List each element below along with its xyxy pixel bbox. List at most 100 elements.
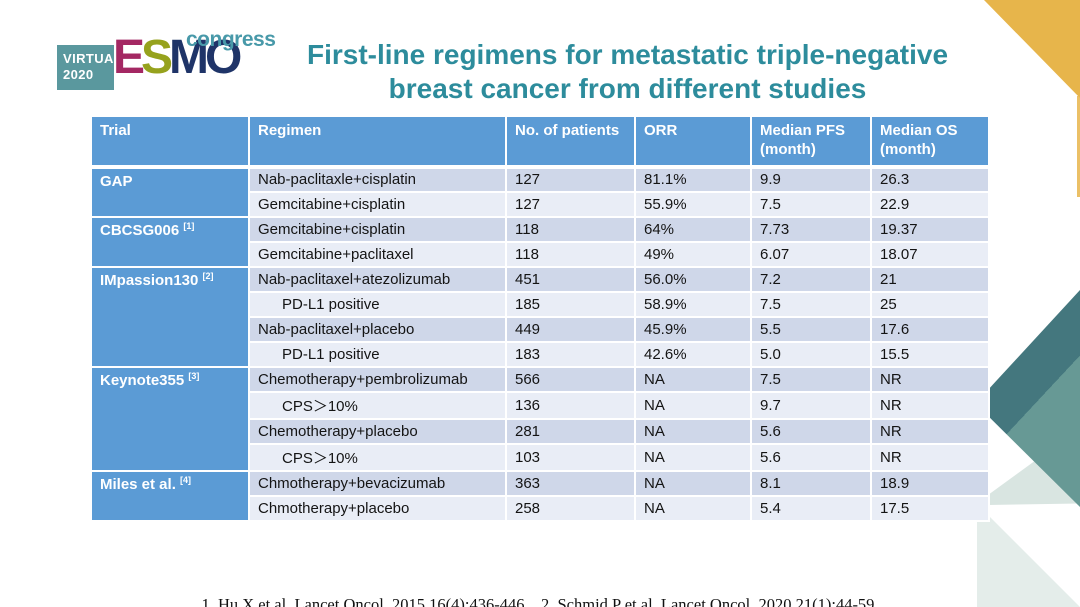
pfs-cell: 5.6 — [750, 442, 872, 472]
col-header-pfs: Median PFS (month) — [750, 115, 872, 169]
os-cell: NR — [870, 417, 990, 445]
regimen-cell: Gemcitabine+cisplatin — [248, 215, 507, 243]
trial-cell-keynote355: Keynote355 [3] — [90, 365, 250, 472]
patients-cell: 127 — [505, 165, 636, 193]
patients-cell: 451 — [505, 265, 636, 293]
virtual-label: VIRTUAL — [63, 51, 123, 66]
table-row: PD-L1 positive 185 58.9% 7.5 25 — [91, 290, 990, 318]
orr-cell: 42.6% — [634, 340, 752, 368]
regimen-cell: Chemotherapy+placebo — [248, 417, 507, 445]
references: 1. Hu X et al. Lancet Oncol, 2015,16(4):… — [90, 541, 990, 607]
regimen-cell: Chmotherapy+placebo — [248, 494, 507, 522]
trial-ref: [4] — [180, 474, 192, 485]
table-row: Gemcitabine+cisplatin 127 55.9% 7.5 22.9 — [91, 190, 990, 218]
os-cell: NR — [870, 390, 990, 420]
table-row: Chemotherapy+placebo 281 NA 5.6 NR — [91, 417, 990, 445]
trial-name: Miles et al. — [100, 475, 176, 493]
pfs-cell: 5.5 — [750, 315, 872, 343]
orr-cell: 58.9% — [634, 290, 752, 318]
table-row: PD-L1 positive 183 42.6% 5.0 15.5 — [91, 340, 990, 368]
regimen-subgroup-cell: CPS＞10% — [248, 390, 507, 420]
patients-cell: 566 — [505, 365, 636, 393]
orr-cell: NA — [634, 469, 752, 497]
orr-cell: 56.0% — [634, 265, 752, 293]
os-cell: 18.07 — [870, 240, 990, 268]
table-row: CPS＞10% 103 NA 5.6 NR — [91, 442, 990, 472]
pfs-cell: 5.0 — [750, 340, 872, 368]
orr-cell: 49% — [634, 240, 752, 268]
trial-name: GAP — [100, 172, 133, 190]
regimen-cell: Nab-paclitaxle+cisplatin — [248, 165, 507, 193]
trial-cell-miles: Miles et al. [4] — [90, 469, 250, 522]
col-header-trial: Trial — [90, 115, 250, 169]
orr-cell: NA — [634, 494, 752, 522]
col-header-os: Median OS (month) — [870, 115, 990, 169]
reference-line-1: 1. Hu X et al. Lancet Oncol, 2015,16(4):… — [201, 595, 879, 607]
pfs-cell: 7.5 — [750, 365, 872, 393]
pfs-cell: 5.4 — [750, 494, 872, 522]
os-cell: 17.5 — [870, 494, 990, 522]
table-row: Gemcitabine+paclitaxel 118 49% 6.07 18.0… — [91, 240, 990, 268]
patients-cell: 258 — [505, 494, 636, 522]
os-cell: 21 — [870, 265, 990, 293]
orr-cell: 64% — [634, 215, 752, 243]
regimen-cell: Nab-paclitaxel+atezolizumab — [248, 265, 507, 293]
esmo-letter-o: O — [205, 31, 242, 84]
regimen-cell: Chemotherapy+pembrolizumab — [248, 365, 507, 393]
patients-cell: 127 — [505, 190, 636, 218]
orr-cell: NA — [634, 390, 752, 420]
pale-corner-triangle — [977, 504, 1080, 607]
trial-ref: [3] — [188, 370, 200, 381]
os-cell: 26.3 — [870, 165, 990, 193]
patients-cell: 183 — [505, 340, 636, 368]
orr-cell: NA — [634, 417, 752, 445]
trial-ref: [1] — [183, 220, 195, 231]
pfs-cell: 8.1 — [750, 469, 872, 497]
orr-cell: NA — [634, 442, 752, 472]
regimen-table: Trial Regimen No. of patients ORR Median… — [90, 115, 990, 522]
esmo-letter-e: E — [113, 31, 145, 84]
orr-cell: 45.9% — [634, 315, 752, 343]
page-title: First-line regimens for metastatic tripl… — [250, 38, 1005, 105]
pfs-cell: 5.6 — [750, 417, 872, 445]
pfs-cell: 7.73 — [750, 215, 872, 243]
patients-cell: 136 — [505, 390, 636, 420]
gold-edge-strip — [1077, 96, 1080, 197]
regimen-subgroup-cell: PD-L1 positive — [248, 340, 507, 368]
pfs-cell: 6.07 — [750, 240, 872, 268]
patients-cell: 281 — [505, 417, 636, 445]
pfs-cell: 9.9 — [750, 165, 872, 193]
os-cell: 19.37 — [870, 215, 990, 243]
os-cell: 18.9 — [870, 469, 990, 497]
congress-label: congress — [186, 28, 276, 51]
pfs-cell: 7.2 — [750, 265, 872, 293]
esmo-letter-s: S — [141, 31, 173, 84]
title-line-1: First-line regimens for metastatic tripl… — [306, 39, 949, 70]
trial-name: CBCSG006 — [100, 221, 180, 239]
col-header-patients: No. of patients — [505, 115, 636, 169]
esmo-virtual-2020-badge: VIRTUAL 2020 — [57, 45, 123, 90]
regimen-subgroup-cell: PD-L1 positive — [248, 290, 507, 318]
table-row: GAP Nab-paclitaxle+cisplatin 127 81.1% 9… — [90, 165, 990, 218]
trial-cell-impassion130: IMpassion130 [2] — [90, 265, 250, 368]
esmo-letter-m: M — [169, 31, 209, 84]
regimen-subgroup-cell: CPS＞10% — [248, 442, 507, 472]
trial-name: Keynote355 — [100, 371, 185, 389]
table-row: CBCSG006 [1] Gemcitabine+cisplatin 118 6… — [90, 215, 990, 268]
table-row: Nab-paclitaxel+placebo 449 45.9% 5.5 17.… — [91, 315, 990, 343]
pfs-cell: 9.7 — [750, 390, 872, 420]
trial-cell-gap: GAP — [90, 165, 250, 218]
table-row: CPS＞10% 136 NA 9.7 NR — [91, 390, 990, 420]
patients-cell: 449 — [505, 315, 636, 343]
table-header-row: Trial Regimen No. of patients ORR Median… — [90, 115, 990, 169]
trial-name: IMpassion130 — [100, 271, 199, 289]
orr-cell: 55.9% — [634, 190, 752, 218]
regimen-cell: Nab-paclitaxel+placebo — [248, 315, 507, 343]
col-header-regimen: Regimen — [248, 115, 507, 169]
patients-cell: 185 — [505, 290, 636, 318]
table-row: Keynote355 [3] Chemotherapy+pembrolizuma… — [90, 365, 990, 472]
table-row: Miles et al. [4] Chmotherapy+bevacizumab… — [90, 469, 990, 522]
virtual-year: 2020 — [63, 66, 94, 82]
os-cell: 22.9 — [870, 190, 990, 218]
